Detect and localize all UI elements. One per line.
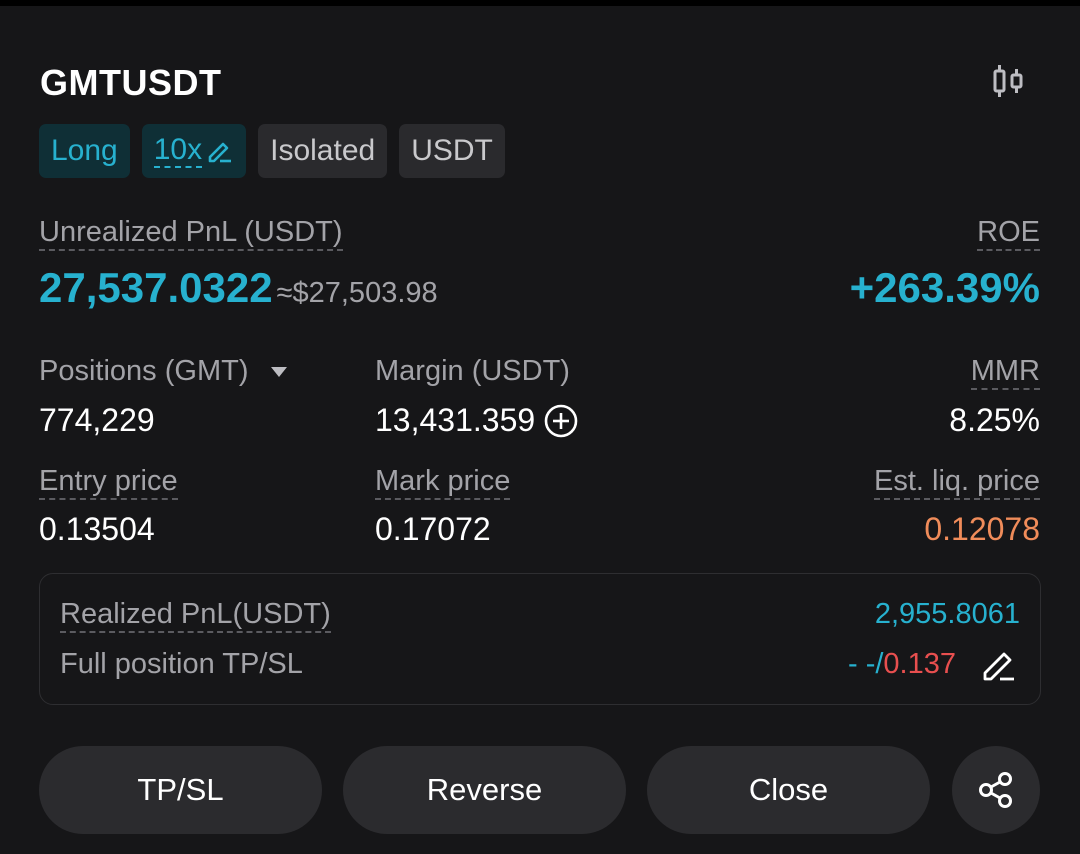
- leverage-tag[interactable]: 10x: [141, 124, 247, 178]
- positions-value: 774,229: [39, 402, 155, 438]
- margin-value-row: 13,431.359: [375, 402, 579, 439]
- positions-label[interactable]: Positions (GMT): [39, 355, 289, 388]
- tp-value: - -/: [847, 648, 884, 680]
- tpsl-label: Full position TP/SL: [60, 648, 303, 680]
- realized-pnl-value: 2,955.8061: [874, 598, 1020, 630]
- mark-price-value: 0.17072: [375, 511, 491, 547]
- roe-label-text: ROE: [977, 216, 1040, 251]
- margin-value: 13,431.359: [375, 402, 536, 438]
- plus-circle-icon[interactable]: [543, 403, 579, 439]
- liq-price-value: 0.12078: [924, 511, 1040, 547]
- leverage-value: 10x: [153, 133, 203, 168]
- share-icon: [979, 772, 1012, 808]
- positions-label-text: Positions (GMT): [39, 355, 249, 387]
- margin-label: Margin (USDT): [375, 355, 570, 387]
- position-card: GMTUSDT Long 10x Isolated USDT Unrealize…: [0, 6, 1080, 854]
- tpsl-values: - -/0.137: [848, 648, 956, 681]
- entry-price-label[interactable]: Entry price: [39, 465, 178, 500]
- roe-label[interactable]: ROE: [977, 216, 1040, 251]
- caret-down-icon: [270, 367, 287, 378]
- reverse-button[interactable]: Reverse: [343, 746, 626, 834]
- symbol-title: GMTUSDT: [40, 62, 222, 103]
- unrealized-pnl-value: 27,537.0322: [39, 264, 273, 311]
- unrealized-pnl-usd: ≈$27,503.98: [276, 277, 438, 309]
- liq-price-label[interactable]: Est. liq. price: [874, 465, 1040, 500]
- realized-panel: Realized PnL(USDT) 2,955.8061 Full posit…: [39, 573, 1041, 705]
- unrealized-pnl: 27,537.0322 ≈$27,503.98: [39, 264, 438, 312]
- realized-pnl-label[interactable]: Realized PnL(USDT): [60, 598, 331, 633]
- unrealized-pnl-label[interactable]: Unrealized PnL (USDT): [39, 216, 343, 251]
- sl-value: 0.137: [883, 648, 956, 680]
- unrealized-pnl-label-text: Unrealized PnL (USDT): [39, 216, 343, 251]
- mmr-label-text: MMR: [970, 355, 1040, 390]
- roe-value: +263.39%: [849, 264, 1040, 311]
- share-button[interactable]: [952, 746, 1040, 834]
- close-button[interactable]: Close: [647, 746, 930, 834]
- realized-pnl-label-text: Realized PnL(USDT): [60, 598, 331, 633]
- tpsl-button[interactable]: TP/SL: [39, 746, 322, 834]
- chart-toggle-button[interactable]: [988, 60, 1030, 102]
- mmr-label[interactable]: MMR: [970, 355, 1040, 390]
- settle-tag: USDT: [399, 124, 505, 178]
- position-tags: Long 10x Isolated USDT: [39, 124, 505, 178]
- mark-price-label[interactable]: Mark price: [375, 465, 511, 500]
- margin-mode-tag: Isolated: [258, 124, 388, 178]
- edit-tpsl-icon[interactable]: [980, 646, 1018, 684]
- chart-toggle-icon: [993, 65, 1023, 97]
- edit-icon: [208, 142, 232, 163]
- liq-price-label-text: Est. liq. price: [874, 465, 1040, 500]
- entry-price-value: 0.13504: [39, 511, 155, 547]
- side-tag: Long: [39, 124, 130, 178]
- mark-price-label-text: Mark price: [375, 465, 511, 500]
- mmr-value: 8.25%: [949, 402, 1040, 438]
- entry-price-label-text: Entry price: [39, 465, 178, 500]
